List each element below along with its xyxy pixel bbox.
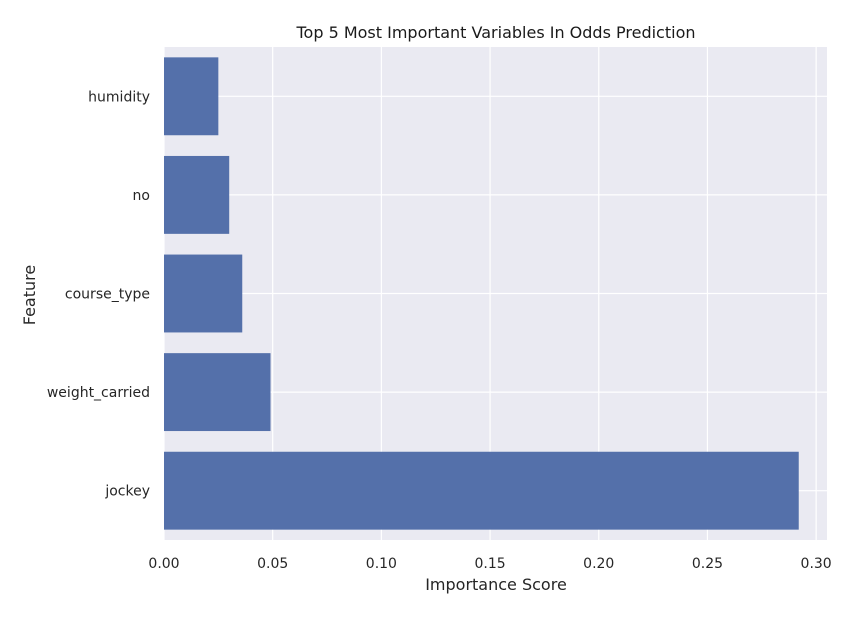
x-tick-label: 0.00 (148, 556, 179, 572)
x-tick-label: 0.30 (801, 556, 832, 572)
y-tick-label: jockey (104, 484, 150, 500)
bars (164, 57, 799, 530)
y-tick-labels: humidity no course_type weight_carriedjocke… (47, 89, 150, 499)
y-tick-label: weight_carried (47, 385, 150, 401)
x-tick-labels: 0.00 0.05 0.10 0.15 0.20 0.25 0.30 (148, 556, 831, 572)
bar-humidity (164, 57, 219, 136)
bar-jockey (164, 451, 799, 530)
y-axis-label: Feature (20, 265, 39, 325)
x-tick-label: 0.15 (474, 556, 505, 572)
chart-title: Top 5 Most Important Variables In Odds P… (295, 23, 695, 42)
y-tick-label: no (133, 188, 150, 204)
y-tick-label: course_type (65, 287, 150, 303)
y-tick-label: humidity (88, 89, 150, 105)
x-tick-label: 0.20 (583, 556, 614, 572)
x-tick-label: 0.10 (366, 556, 397, 572)
x-tick-label: 0.25 (692, 556, 723, 572)
grid (163, 47, 827, 540)
x-axis-label: Importance Score (425, 575, 567, 594)
bar-weight-carried (164, 353, 271, 432)
bar-no (164, 155, 230, 234)
bar-course-type (164, 254, 243, 333)
x-tick-label: 0.05 (257, 556, 288, 572)
